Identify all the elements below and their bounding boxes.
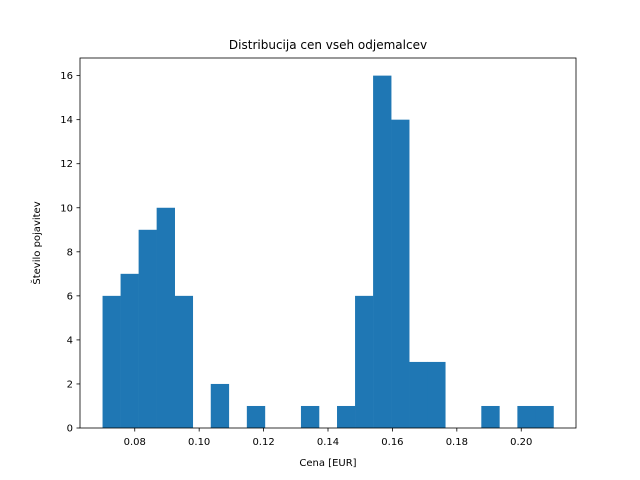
- y-axis-label: Število pojavitev: [30, 201, 43, 284]
- histogram-bar: [120, 273, 139, 428]
- histogram-bar: [481, 405, 500, 428]
- bars-group: [102, 75, 554, 429]
- histogram-bar: [174, 295, 194, 428]
- histogram-bar: [246, 405, 266, 428]
- histogram-bar: [355, 295, 374, 428]
- histogram-bar: [373, 75, 392, 429]
- y-tick-label: 4: [67, 335, 73, 346]
- histogram-bar: [138, 229, 157, 428]
- histogram-bar: [427, 361, 446, 428]
- y-tick-label: 2: [67, 379, 73, 390]
- y-tick-label: 16: [60, 71, 73, 82]
- histogram-bar: [300, 405, 320, 428]
- y-tick-label: 12: [60, 159, 73, 170]
- chart-title: Distribucija cen vseh odjemalcev: [229, 38, 427, 52]
- x-tick-label: 0.16: [381, 437, 403, 448]
- histogram-bar: [409, 361, 428, 428]
- histogram-bar: [535, 405, 554, 428]
- y-tick-label: 14: [60, 115, 73, 126]
- histogram-bar: [156, 207, 175, 428]
- y-tick-label: 6: [67, 291, 73, 302]
- y-tick-label: 8: [67, 247, 73, 258]
- histogram-bar: [102, 295, 121, 428]
- x-tick-label: 0.18: [446, 437, 468, 448]
- x-axis-label: Cena [EUR]: [299, 458, 356, 469]
- x-tick-label: 0.10: [188, 437, 210, 448]
- y-tick-label: 10: [60, 203, 73, 214]
- x-tick-label: 0.20: [510, 437, 532, 448]
- x-axis-ticks: 0.08 0.10 0.12 0.14 0.16 0.18 0.20: [124, 428, 532, 448]
- y-tick-label: 0: [67, 424, 73, 435]
- histogram-bar: [517, 405, 536, 428]
- histogram-bar: [391, 119, 410, 429]
- histogram-bar: [210, 383, 230, 428]
- y-axis-ticks: 0 2 4 6 8 10 12 14 16: [60, 71, 80, 435]
- x-tick-label: 0.08: [124, 437, 146, 448]
- x-tick-label: 0.12: [252, 437, 274, 448]
- histogram-bar: [337, 405, 356, 428]
- x-tick-label: 0.14: [317, 437, 339, 448]
